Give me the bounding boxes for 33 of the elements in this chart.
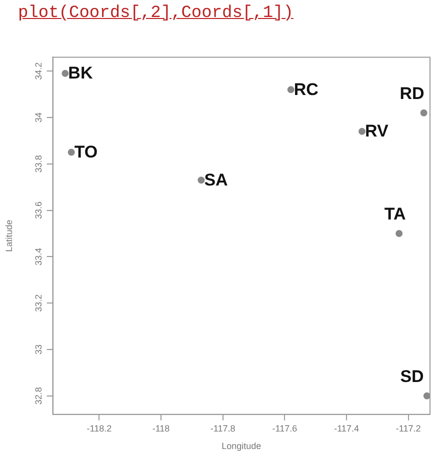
x-tick-label: -117.4 — [334, 423, 359, 434]
x-tick-label: -117.2 — [396, 423, 421, 434]
data-label: BK — [68, 64, 94, 83]
point — [358, 128, 366, 135]
data-label: SD — [400, 367, 424, 386]
y-tick-label: 33 — [33, 344, 44, 354]
point — [62, 70, 69, 77]
data-label: RC — [294, 80, 318, 99]
data-label: RV — [364, 122, 389, 141]
y-tick-label: 33.4 — [33, 248, 44, 266]
data-label: TA — [384, 204, 406, 224]
point — [68, 148, 75, 156]
point — [396, 230, 403, 237]
x-tick-label: -117.6 — [272, 423, 298, 434]
data-label: RD — [400, 84, 424, 104]
chart-title: plot(Coords[,2],Coords[,1]) — [18, 4, 294, 23]
x-tick-label: -117.8 — [210, 423, 236, 434]
point — [423, 392, 430, 400]
y-tick-label: 34.2 — [33, 62, 44, 80]
y-tick-label: 33.2 — [33, 294, 44, 312]
y-tick-label: 33.8 — [33, 155, 44, 173]
x-tick-label: -118 — [152, 423, 170, 434]
data-label: SA — [204, 170, 228, 190]
data-label: TO — [74, 142, 98, 162]
y-tick-label: 33.6 — [33, 202, 44, 220]
point — [420, 109, 428, 116]
point — [287, 86, 294, 94]
y-tick-label: 32.8 — [33, 387, 44, 405]
point — [198, 176, 205, 184]
x-axis-title: Longitude — [222, 441, 262, 452]
y-axis-title: Latitude — [4, 220, 14, 252]
x-tick-label: -118.2 — [86, 423, 112, 434]
y-tick-label: 34 — [33, 112, 44, 123]
